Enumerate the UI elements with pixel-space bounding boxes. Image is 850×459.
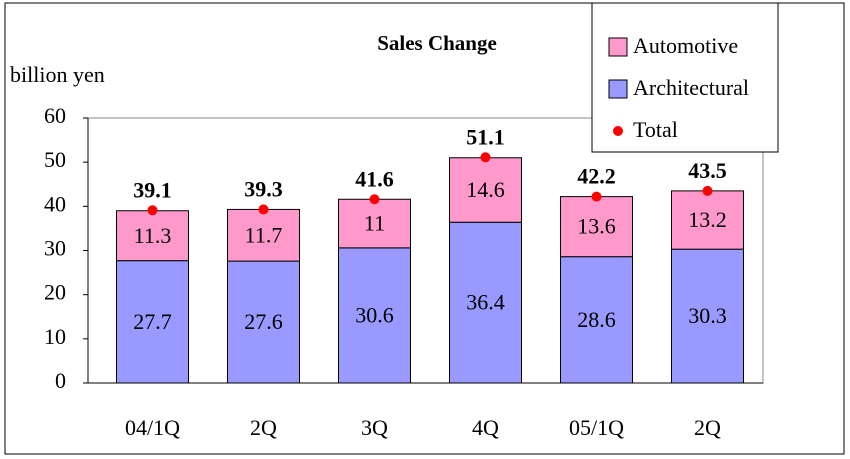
y-tick-label: 20 xyxy=(44,280,66,305)
y-tick-label: 30 xyxy=(44,236,66,261)
legend-label: Automotive xyxy=(633,33,738,58)
y-tick-label: 60 xyxy=(44,103,66,128)
total-label: 43.5 xyxy=(688,158,727,183)
bar-segment xyxy=(671,190,744,250)
bar-segment xyxy=(449,157,522,223)
legend-label: Architectural xyxy=(633,75,749,100)
legend xyxy=(591,2,779,153)
value-label: 11 xyxy=(364,211,385,236)
value-label: 30.6 xyxy=(355,302,394,327)
legend-label: Total xyxy=(633,117,678,142)
value-label: 13.2 xyxy=(688,207,727,232)
bar-segment xyxy=(227,208,300,262)
y-tick-label: 40 xyxy=(44,191,66,216)
value-label: 11.3 xyxy=(134,223,172,248)
value-label: 11.7 xyxy=(245,222,283,247)
total-dot xyxy=(591,191,602,202)
total-dot xyxy=(702,185,713,196)
bar-segment xyxy=(227,260,300,384)
legend-swatch xyxy=(613,126,623,136)
value-label: 13.6 xyxy=(577,214,616,239)
legend-swatch xyxy=(608,37,628,57)
value-label: 27.7 xyxy=(133,309,172,334)
value-label: 14.6 xyxy=(466,177,505,202)
plot-area xyxy=(87,117,764,384)
x-tick-label: 2Q xyxy=(250,415,277,440)
legend-swatch xyxy=(608,79,628,99)
y-tick-label: 0 xyxy=(55,368,66,393)
x-tick-label: 4Q xyxy=(472,415,499,440)
total-dot xyxy=(369,194,380,205)
total-dot xyxy=(480,152,491,163)
total-label: 39.3 xyxy=(244,176,283,201)
total-label: 41.6 xyxy=(355,166,394,191)
y-tick-label: 50 xyxy=(44,147,66,172)
y-axis-label: billion yen xyxy=(10,62,105,87)
bar-segment xyxy=(116,260,189,384)
total-label: 39.1 xyxy=(133,177,172,202)
bar-segment xyxy=(560,256,633,384)
total-label: 51.1 xyxy=(466,124,505,149)
value-label: 27.6 xyxy=(244,309,283,334)
value-label: 30.3 xyxy=(688,303,727,328)
chart-title: Sales Change xyxy=(377,31,497,55)
x-tick-label: 05/1Q xyxy=(569,415,624,440)
value-label: 36.4 xyxy=(466,290,505,315)
x-tick-label: 2Q xyxy=(694,415,721,440)
y-tick-label: 10 xyxy=(44,324,66,349)
bar-segment xyxy=(338,247,411,384)
total-dot xyxy=(147,205,158,216)
x-tick-label: 04/1Q xyxy=(125,415,180,440)
x-tick-label: 3Q xyxy=(361,415,388,440)
bar-segment xyxy=(671,248,744,384)
value-label: 28.6 xyxy=(577,307,616,332)
total-dot xyxy=(258,204,269,215)
bar-segment xyxy=(449,221,522,384)
total-label: 42.2 xyxy=(577,164,616,189)
